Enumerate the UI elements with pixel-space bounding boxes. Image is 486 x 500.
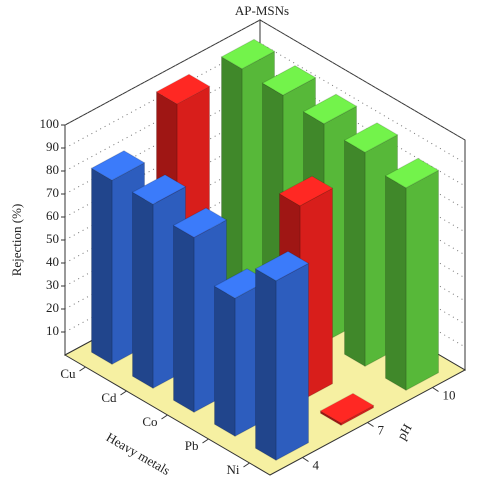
bar-top [261,65,317,96]
x-tick [120,390,127,396]
bar-top [278,175,334,207]
x-tick-label: Cu [60,366,76,381]
bar [384,157,440,392]
depth-tick-label: 4 [313,457,320,472]
bar-face [385,174,407,392]
z-tick-label: 70 [46,185,59,200]
bar-face [91,167,113,366]
bar-face [214,285,236,438]
bar-face [344,139,366,368]
x-tick-label: Co [142,414,157,429]
bar-top [90,150,146,181]
depth-tick [432,387,439,392]
z-tick-label: 40 [46,254,59,269]
x-tick-label: Ni [227,462,240,477]
depth-tick-label: 7 [378,422,385,437]
x-tick [243,462,250,468]
bar-face [405,169,439,392]
bar-top [302,93,358,125]
x-tick [79,366,86,372]
chart-title: AP-MSNs [235,3,289,18]
bar-top [131,174,187,205]
bar-top [155,73,211,105]
z-tick-label: 50 [46,231,59,246]
bar-face [255,267,277,462]
bar-top [319,392,375,424]
depth-tick [367,422,374,427]
bar-face [173,224,195,414]
x-axis-label: Heavy metals [104,429,173,478]
z-tick-label: 90 [46,139,59,154]
bar-top [343,122,399,153]
bar-top [172,207,228,239]
x-tick-label: Cd [101,390,117,405]
z-tick-label: 20 [46,300,59,315]
z-tick-label: 80 [46,162,59,177]
z-tick-label: 60 [46,208,59,223]
bar [319,392,375,427]
x-tick [161,414,168,420]
bar-face [275,262,309,462]
bar-face [132,191,154,390]
x-tick [202,438,209,444]
z-tick-label: 10 [46,323,59,338]
bar-top [220,38,276,70]
depth-axis-label: pH [394,421,415,442]
depth-tick-label: 10 [443,387,456,402]
z-tick-label: 30 [46,277,59,292]
z-axis-label: Rejection (%) [9,204,24,277]
depth-tick [302,457,309,462]
z-tick-label: 100 [40,116,60,131]
bar-top [254,250,310,282]
bar-top [384,157,440,189]
bar [254,250,310,462]
x-tick-label: Pb [185,438,199,453]
